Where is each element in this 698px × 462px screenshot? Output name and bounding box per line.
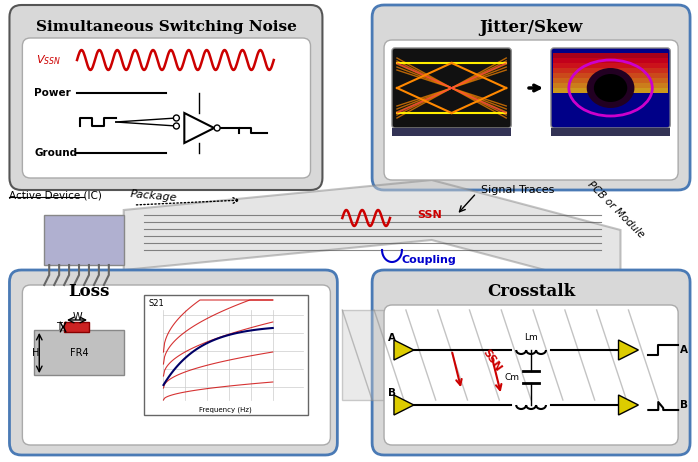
- Text: Lm: Lm: [524, 334, 538, 342]
- Text: Signal Traces: Signal Traces: [482, 185, 555, 195]
- Ellipse shape: [594, 74, 628, 102]
- Bar: [553, 73, 668, 78]
- Bar: [553, 63, 668, 68]
- Bar: [392, 128, 511, 136]
- Bar: [553, 58, 668, 63]
- Text: FR4: FR4: [70, 348, 89, 358]
- Bar: [553, 53, 668, 58]
- FancyBboxPatch shape: [10, 5, 322, 190]
- Text: Crosstalk: Crosstalk: [487, 284, 575, 300]
- Text: SSN: SSN: [417, 210, 442, 220]
- Text: Power: Power: [34, 88, 71, 98]
- FancyBboxPatch shape: [551, 48, 670, 128]
- Text: T: T: [57, 322, 62, 332]
- Polygon shape: [394, 395, 414, 415]
- Circle shape: [173, 115, 179, 121]
- Bar: [553, 88, 668, 93]
- Text: S21: S21: [149, 298, 164, 308]
- FancyBboxPatch shape: [22, 285, 330, 445]
- Text: A: A: [388, 333, 396, 343]
- Polygon shape: [618, 340, 639, 360]
- Text: PCB or Module: PCB or Module: [585, 180, 646, 240]
- Polygon shape: [618, 395, 639, 415]
- Polygon shape: [342, 310, 660, 400]
- Ellipse shape: [587, 68, 634, 108]
- Text: $V_{SSN}$: $V_{SSN}$: [36, 53, 61, 67]
- FancyBboxPatch shape: [22, 38, 311, 178]
- Polygon shape: [394, 340, 414, 360]
- Text: Cm: Cm: [504, 372, 519, 382]
- Bar: [551, 128, 670, 136]
- Text: Package: Package: [130, 189, 177, 203]
- Text: SSN: SSN: [480, 347, 503, 373]
- FancyBboxPatch shape: [384, 40, 678, 180]
- Circle shape: [173, 123, 179, 129]
- Text: W: W: [72, 312, 82, 322]
- FancyBboxPatch shape: [372, 5, 690, 190]
- Polygon shape: [124, 180, 621, 290]
- Text: B: B: [680, 400, 688, 410]
- Text: Frequency (Hz): Frequency (Hz): [199, 407, 251, 413]
- Text: B: B: [388, 388, 396, 398]
- Bar: [553, 68, 668, 73]
- Text: Coupling: Coupling: [402, 255, 456, 265]
- Bar: [44, 215, 124, 265]
- Text: Ground: Ground: [34, 148, 77, 158]
- Bar: [64, 322, 89, 332]
- Text: Simultaneous Switching Noise: Simultaneous Switching Noise: [36, 20, 297, 34]
- Bar: [144, 295, 308, 415]
- FancyBboxPatch shape: [392, 48, 511, 128]
- Bar: [553, 83, 668, 88]
- Polygon shape: [184, 113, 214, 143]
- Text: A: A: [680, 345, 688, 355]
- Bar: [34, 330, 124, 375]
- FancyBboxPatch shape: [384, 305, 678, 445]
- Bar: [553, 78, 668, 83]
- Text: H: H: [31, 348, 39, 358]
- Circle shape: [214, 125, 220, 131]
- Text: Loss: Loss: [68, 284, 110, 300]
- FancyBboxPatch shape: [10, 270, 337, 455]
- FancyBboxPatch shape: [372, 270, 690, 455]
- Text: Jitter/Skew: Jitter/Skew: [480, 18, 583, 36]
- Text: Active Device (IC): Active Device (IC): [10, 190, 103, 200]
